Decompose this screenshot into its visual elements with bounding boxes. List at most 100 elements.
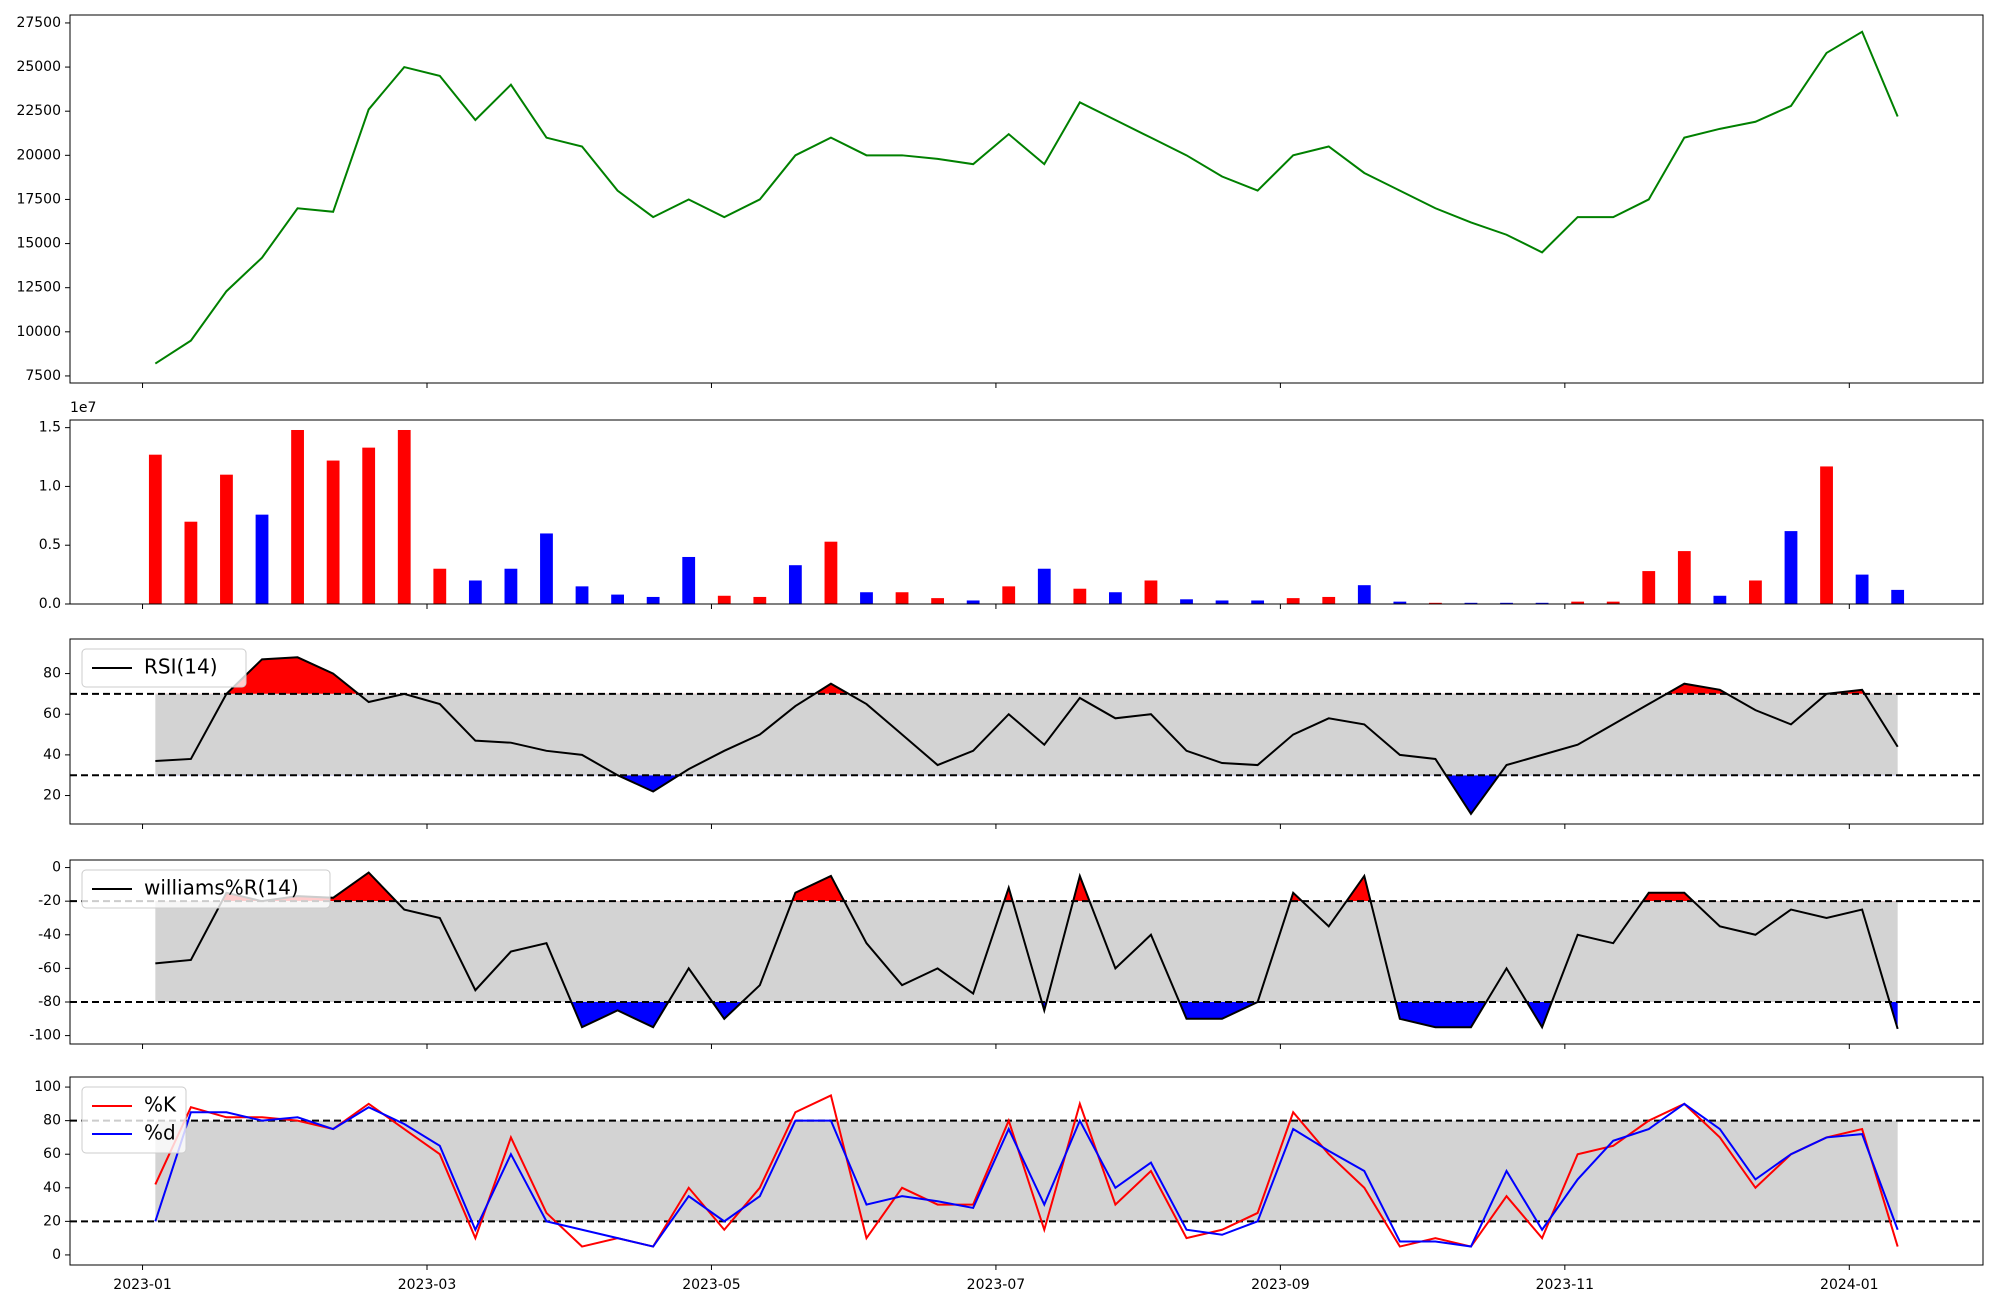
- volume-bar: [753, 596, 767, 604]
- series-line: [155, 656, 1899, 816]
- volume-bar: [1749, 580, 1762, 604]
- y-tick-label: -20: [38, 893, 61, 909]
- volume-bar: [540, 533, 553, 604]
- y-tick-label: -40: [38, 927, 61, 943]
- volume-bar: [468, 580, 482, 604]
- price-line: [154, 30, 1899, 365]
- volume-bar: [184, 521, 198, 604]
- y-tick-label: 25000: [16, 59, 61, 75]
- panel-frame: [69, 419, 1984, 605]
- volume-bar: [931, 598, 945, 604]
- legend-label: %K: [144, 1093, 177, 1117]
- y-tick-label: 60: [43, 1146, 61, 1162]
- y-tick-label: 0: [52, 860, 61, 876]
- volume-bar: [1820, 466, 1833, 604]
- volume-bar: [788, 565, 802, 604]
- y-tick-label: 20: [43, 1213, 61, 1229]
- oversold-fill: [155, 775, 1898, 814]
- legend-label: %d: [144, 1121, 176, 1145]
- volume-bar: [1286, 598, 1300, 604]
- volume-bar: [1357, 585, 1371, 604]
- legend-box: [81, 1086, 187, 1154]
- x-tick-label: 2023-01: [113, 1277, 172, 1293]
- y-tick-label: 10000: [16, 324, 61, 340]
- volume-bar: [326, 460, 340, 604]
- y-tick-label: 40: [43, 1180, 61, 1196]
- volume-bar: [255, 514, 269, 604]
- volume-bar: [1571, 601, 1585, 604]
- y-tick-label: 12500: [16, 280, 61, 296]
- volume-bar: [1393, 601, 1407, 604]
- volume-bar: [1891, 589, 1905, 604]
- y-tick-label: 1.0: [39, 478, 61, 494]
- y-tick-label: -80: [38, 994, 61, 1010]
- y-tick-label: 100: [34, 1079, 61, 1095]
- volume-bar: [433, 568, 447, 604]
- band: [155, 693, 1898, 776]
- y-tick-label: -100: [29, 1028, 61, 1044]
- volume-bar: [1073, 588, 1087, 604]
- volume-bar: [397, 429, 411, 604]
- offset-label: 1e7: [70, 400, 96, 416]
- volume-bar: [824, 541, 838, 604]
- volume-bar: [1713, 595, 1727, 604]
- overbought-fill: [226, 657, 1865, 694]
- y-tick-label: 80: [43, 1113, 61, 1129]
- y-tick-label: 0.5: [39, 537, 61, 553]
- y-tick-label: -60: [38, 960, 61, 976]
- volume-bar: [1180, 599, 1193, 604]
- y-tick-label: 27500: [16, 15, 61, 31]
- legend-label: williams%R(14): [144, 876, 299, 900]
- volume-bar: [1037, 568, 1051, 604]
- volume-bar: [291, 429, 304, 604]
- volume-bar: [1251, 600, 1265, 604]
- volume-bar: [1677, 551, 1691, 604]
- volume-bar: [646, 596, 660, 604]
- volume-bar: [1144, 580, 1158, 604]
- volume-bar: [1108, 592, 1122, 604]
- volume-bar: [1535, 602, 1549, 604]
- volume-bar: [220, 474, 233, 604]
- y-tick-label: 1.5: [39, 420, 61, 436]
- volume-bar: [1002, 586, 1016, 604]
- y-tick-label: 20: [43, 788, 61, 804]
- volume-bar: [895, 592, 909, 604]
- series-line: [155, 871, 1899, 1030]
- x-tick-label: 2023-11: [1536, 1277, 1595, 1293]
- volume-bar: [575, 586, 589, 604]
- x-tick-label: 2023-05: [682, 1277, 741, 1293]
- volume-bar: [717, 595, 731, 604]
- x-tick-label: 2023-03: [398, 1277, 457, 1293]
- y-tick-label: 40: [43, 747, 61, 763]
- volume-bar: [1784, 531, 1798, 604]
- volume-bar: [1642, 571, 1656, 604]
- legend-box: [81, 869, 331, 909]
- panel-frame: [69, 859, 1984, 1045]
- y-tick-label: 0.0: [39, 596, 61, 612]
- volume-bar: [860, 592, 873, 604]
- band: [155, 1120, 1898, 1222]
- legend-label: RSI(14): [144, 655, 218, 679]
- x-tick-label: 2023-09: [1251, 1277, 1310, 1293]
- y-tick-label: 20000: [16, 147, 61, 163]
- y-tick-label: 7500: [25, 368, 61, 384]
- y-tick-label: 17500: [16, 191, 61, 207]
- volume-bar: [682, 556, 696, 604]
- volume-bar: [1855, 574, 1869, 604]
- y-tick-label: 80: [43, 666, 61, 682]
- volume-bar: [504, 568, 518, 604]
- volume-bar: [611, 594, 624, 604]
- volume-bar: [966, 600, 980, 604]
- y-tick-label: 15000: [16, 236, 61, 252]
- volume-bar: [148, 454, 162, 604]
- x-tick-label: 2024-01: [1820, 1277, 1879, 1293]
- panel-frame: [69, 1076, 1984, 1266]
- panel-frame: [69, 638, 1984, 825]
- volume-bar: [1429, 602, 1442, 604]
- volume-bar: [1464, 602, 1478, 604]
- series-line: [154, 1102, 1899, 1248]
- y-tick-label: 60: [43, 706, 61, 722]
- volume-bar: [1215, 600, 1229, 604]
- panel-frame: [69, 14, 1984, 384]
